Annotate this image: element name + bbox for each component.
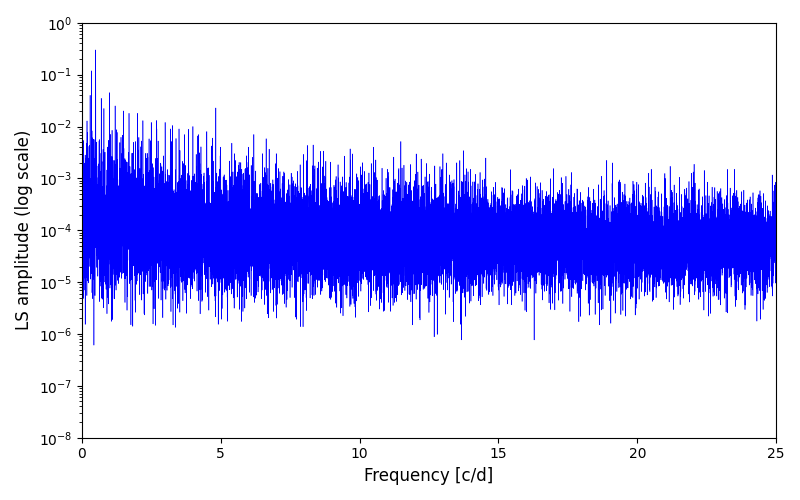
X-axis label: Frequency [c/d]: Frequency [c/d] xyxy=(364,467,494,485)
Y-axis label: LS amplitude (log scale): LS amplitude (log scale) xyxy=(15,130,33,330)
